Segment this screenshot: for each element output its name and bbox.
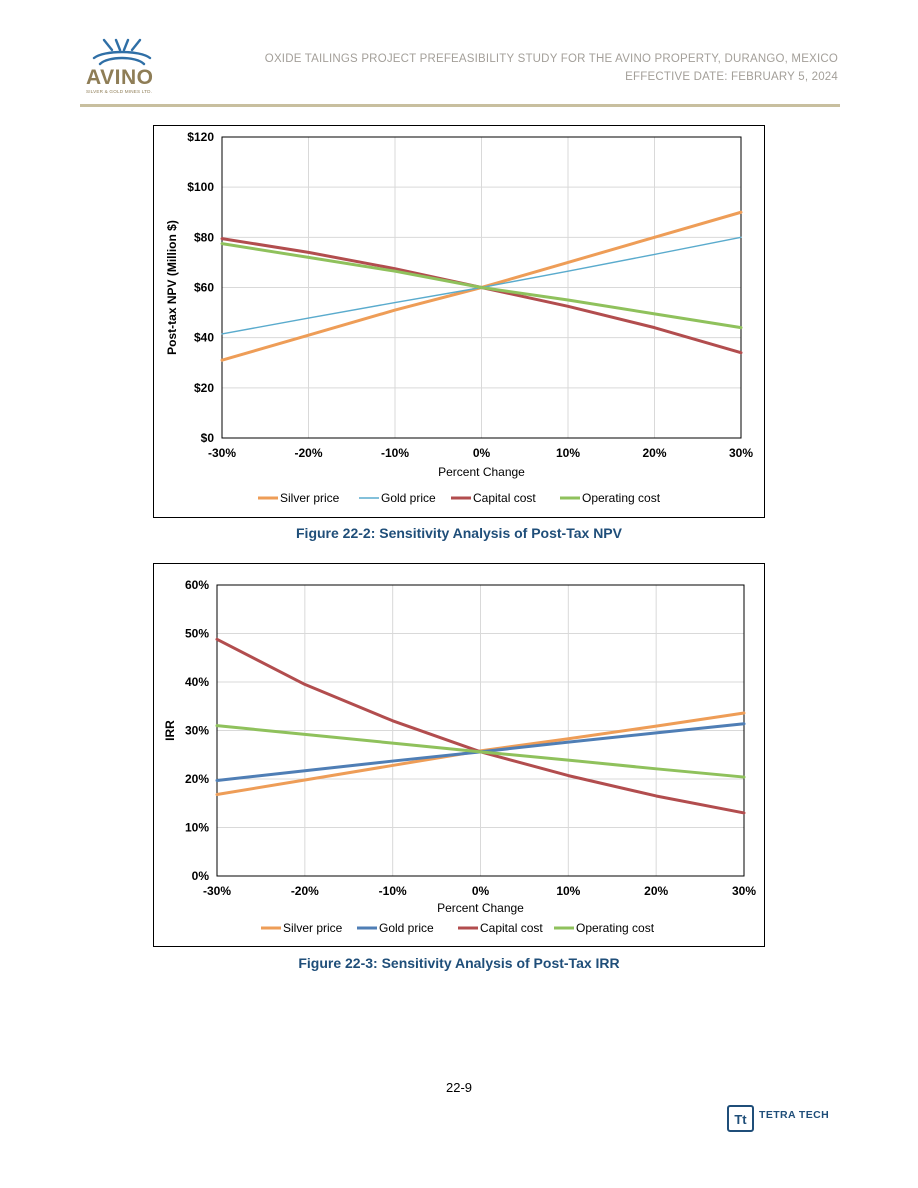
plot-area-border: [216, 584, 745, 877]
logo-wordmark: AVINO: [86, 66, 154, 89]
legend-label-gold-price: Gold price: [381, 491, 436, 505]
legend-label-silver-price: Silver price: [280, 491, 340, 505]
legend-label-silver-price: Silver price: [283, 921, 343, 935]
y-tick-label: $40: [194, 331, 214, 345]
x-tick-label: 0%: [472, 884, 490, 898]
y-tick-label: 50%: [185, 627, 209, 641]
y-tick-label: $80: [194, 230, 214, 244]
y-tick-label: 40%: [185, 675, 209, 689]
effective-date: EFFECTIVE DATE: FEBRUARY 5, 2024: [625, 71, 838, 83]
y-tick-label: $20: [194, 381, 214, 395]
tetra-tech-logo-icon: Tt: [727, 1105, 754, 1132]
legend-label-capital-cost: Capital cost: [473, 491, 536, 505]
plot-area-border: [221, 136, 742, 439]
y-tick-label: 20%: [185, 772, 209, 786]
npv-figure-caption: Figure 22-2: Sensitivity Analysis of Pos…: [296, 525, 622, 541]
x-tick-label: -30%: [203, 884, 231, 898]
x-tick-label: 10%: [556, 884, 580, 898]
legend-label-capital-cost: Capital cost: [480, 921, 543, 935]
x-tick-label: -10%: [379, 884, 407, 898]
x-tick-label: 10%: [556, 446, 580, 460]
x-tick-label: 0%: [473, 446, 491, 460]
avino-logo-icon: [92, 38, 152, 66]
npv-sensitivity-chart: $0 $20 $40 $60 $80 $100 $120 -30% -20% -10% 0% 10% 2…: [165, 130, 753, 505]
x-tick-label: 30%: [732, 884, 756, 898]
legend-label-gold-price: Gold price: [379, 921, 434, 935]
x-axis-title: Percent Change: [437, 901, 524, 915]
x-tick-label: 20%: [644, 884, 668, 898]
y-axis-title: Post-tax NPV (Million $): [165, 220, 179, 355]
header-divider: [80, 104, 840, 107]
y-tick-label: $100: [187, 180, 214, 194]
y-axis-title: IRR: [163, 720, 177, 741]
irr-sensitivity-chart: 0% 10% 20% 30% 40% 50% 60% -30% -20% -10% 0% 10% 20%…: [163, 578, 756, 935]
y-tick-label: $120: [187, 130, 214, 144]
company-name: TETRA TECH: [759, 1109, 830, 1121]
legend-label-operating-cost: Operating cost: [582, 491, 661, 505]
y-tick-label: 30%: [185, 724, 209, 738]
x-axis-title: Percent Change: [438, 465, 525, 479]
y-tick-label: 0%: [192, 869, 210, 883]
x-tick-label: -10%: [381, 446, 409, 460]
document-title: OXIDE TAILINGS PROJECT PREFEASIBILITY ST…: [264, 53, 838, 65]
x-tick-label: 30%: [729, 446, 753, 460]
irr-figure-caption: Figure 22-3: Sensitivity Analysis of Pos…: [298, 955, 620, 971]
legend-label-operating-cost: Operating cost: [576, 921, 655, 935]
logo-subtext: SILVER & GOLD MINES LTD.: [86, 89, 153, 94]
y-tick-label: $60: [194, 281, 214, 295]
y-tick-label: 60%: [185, 578, 209, 592]
series-line-operating-cost: [220, 242, 743, 330]
series-line-operating-cost: [215, 724, 746, 779]
irr-chart-frame: 0% 10% 20% 30% 40% 50% 60% -30% -20% -10% 0% 10% 20%…: [153, 563, 765, 947]
tetra-tech-logo-letters: Tt: [734, 1112, 747, 1127]
x-tick-label: -30%: [208, 446, 236, 460]
y-tick-label: 10%: [185, 821, 209, 835]
y-tick-label: $0: [201, 431, 215, 445]
x-tick-label: 20%: [642, 446, 666, 460]
x-tick-label: -20%: [291, 884, 319, 898]
npv-chart-frame: $0 $20 $40 $60 $80 $100 $120 -30% -20% -10% 0% 10% 2…: [153, 125, 765, 518]
page-number: 22-9: [445, 1080, 473, 1095]
x-tick-label: -20%: [294, 446, 322, 460]
